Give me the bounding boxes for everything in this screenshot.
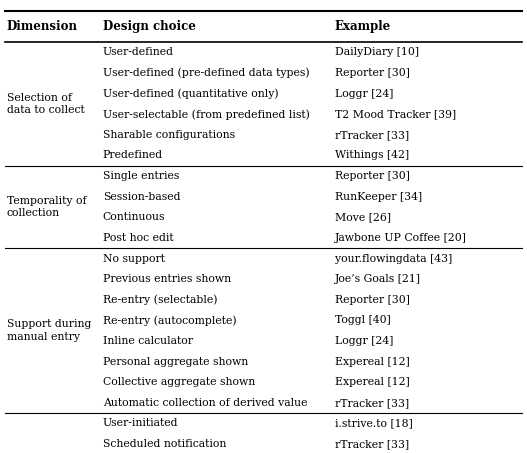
Text: Withings [42]: Withings [42] xyxy=(335,150,409,160)
Text: Collective aggregate shown: Collective aggregate shown xyxy=(103,377,255,387)
Text: Reporter [30]: Reporter [30] xyxy=(335,295,409,305)
Text: Selection of
data to collect: Selection of data to collect xyxy=(7,93,85,115)
Text: T2 Mood Tracker [39]: T2 Mood Tracker [39] xyxy=(335,109,456,119)
Text: RunKeeper [34]: RunKeeper [34] xyxy=(335,192,422,202)
Text: User-selectable (from predefined list): User-selectable (from predefined list) xyxy=(103,109,310,120)
Text: Loggr [24]: Loggr [24] xyxy=(335,89,393,99)
Text: i.strive.to [18]: i.strive.to [18] xyxy=(335,419,413,429)
Text: Expereal [12]: Expereal [12] xyxy=(335,377,409,387)
Text: Joe’s Goals [21]: Joe’s Goals [21] xyxy=(335,274,421,284)
Text: rTracker [33]: rTracker [33] xyxy=(335,130,409,140)
Text: rTracker [33]: rTracker [33] xyxy=(335,398,409,408)
Text: Reporter [30]: Reporter [30] xyxy=(335,68,409,78)
Text: Continuous: Continuous xyxy=(103,212,165,222)
Text: Support during
manual entry: Support during manual entry xyxy=(7,319,91,342)
Text: Expereal [12]: Expereal [12] xyxy=(335,357,409,366)
Text: Automatic collection of derived value: Automatic collection of derived value xyxy=(103,398,307,408)
Text: Re-entry (selectable): Re-entry (selectable) xyxy=(103,294,217,305)
Text: Post hoc edit: Post hoc edit xyxy=(103,233,173,243)
Text: rTracker [33]: rTracker [33] xyxy=(335,439,409,449)
Text: Predefined: Predefined xyxy=(103,150,163,160)
Text: Loggr [24]: Loggr [24] xyxy=(335,336,393,346)
Text: Toggl [40]: Toggl [40] xyxy=(335,315,391,325)
Text: your.flowingdata [43]: your.flowingdata [43] xyxy=(335,254,452,264)
Text: Inline calculator: Inline calculator xyxy=(103,336,193,346)
Text: Personal aggregate shown: Personal aggregate shown xyxy=(103,357,248,366)
Text: Dimension: Dimension xyxy=(7,20,78,33)
Text: Session-based: Session-based xyxy=(103,192,180,202)
Text: Move [26]: Move [26] xyxy=(335,212,391,222)
Text: User-defined (pre-defined data types): User-defined (pre-defined data types) xyxy=(103,68,309,78)
Text: Scheduled notification: Scheduled notification xyxy=(103,439,226,449)
Text: User-initiated: User-initiated xyxy=(103,419,178,429)
Text: Example: Example xyxy=(335,20,391,33)
Text: User-defined: User-defined xyxy=(103,48,174,58)
Text: Sharable configurations: Sharable configurations xyxy=(103,130,235,140)
Text: DailyDiary [10]: DailyDiary [10] xyxy=(335,48,418,58)
Text: User-defined (quantitative only): User-defined (quantitative only) xyxy=(103,88,278,99)
Text: Single entries: Single entries xyxy=(103,171,179,181)
Text: No support: No support xyxy=(103,254,165,264)
Text: Design choice: Design choice xyxy=(103,20,196,33)
Text: Re-entry (autocomplete): Re-entry (autocomplete) xyxy=(103,315,237,326)
Text: Temporality of
collection: Temporality of collection xyxy=(7,196,86,218)
Text: Jawbone UP Coffee [20]: Jawbone UP Coffee [20] xyxy=(335,233,466,243)
Text: Reporter [30]: Reporter [30] xyxy=(335,171,409,181)
Text: Previous entries shown: Previous entries shown xyxy=(103,274,231,284)
